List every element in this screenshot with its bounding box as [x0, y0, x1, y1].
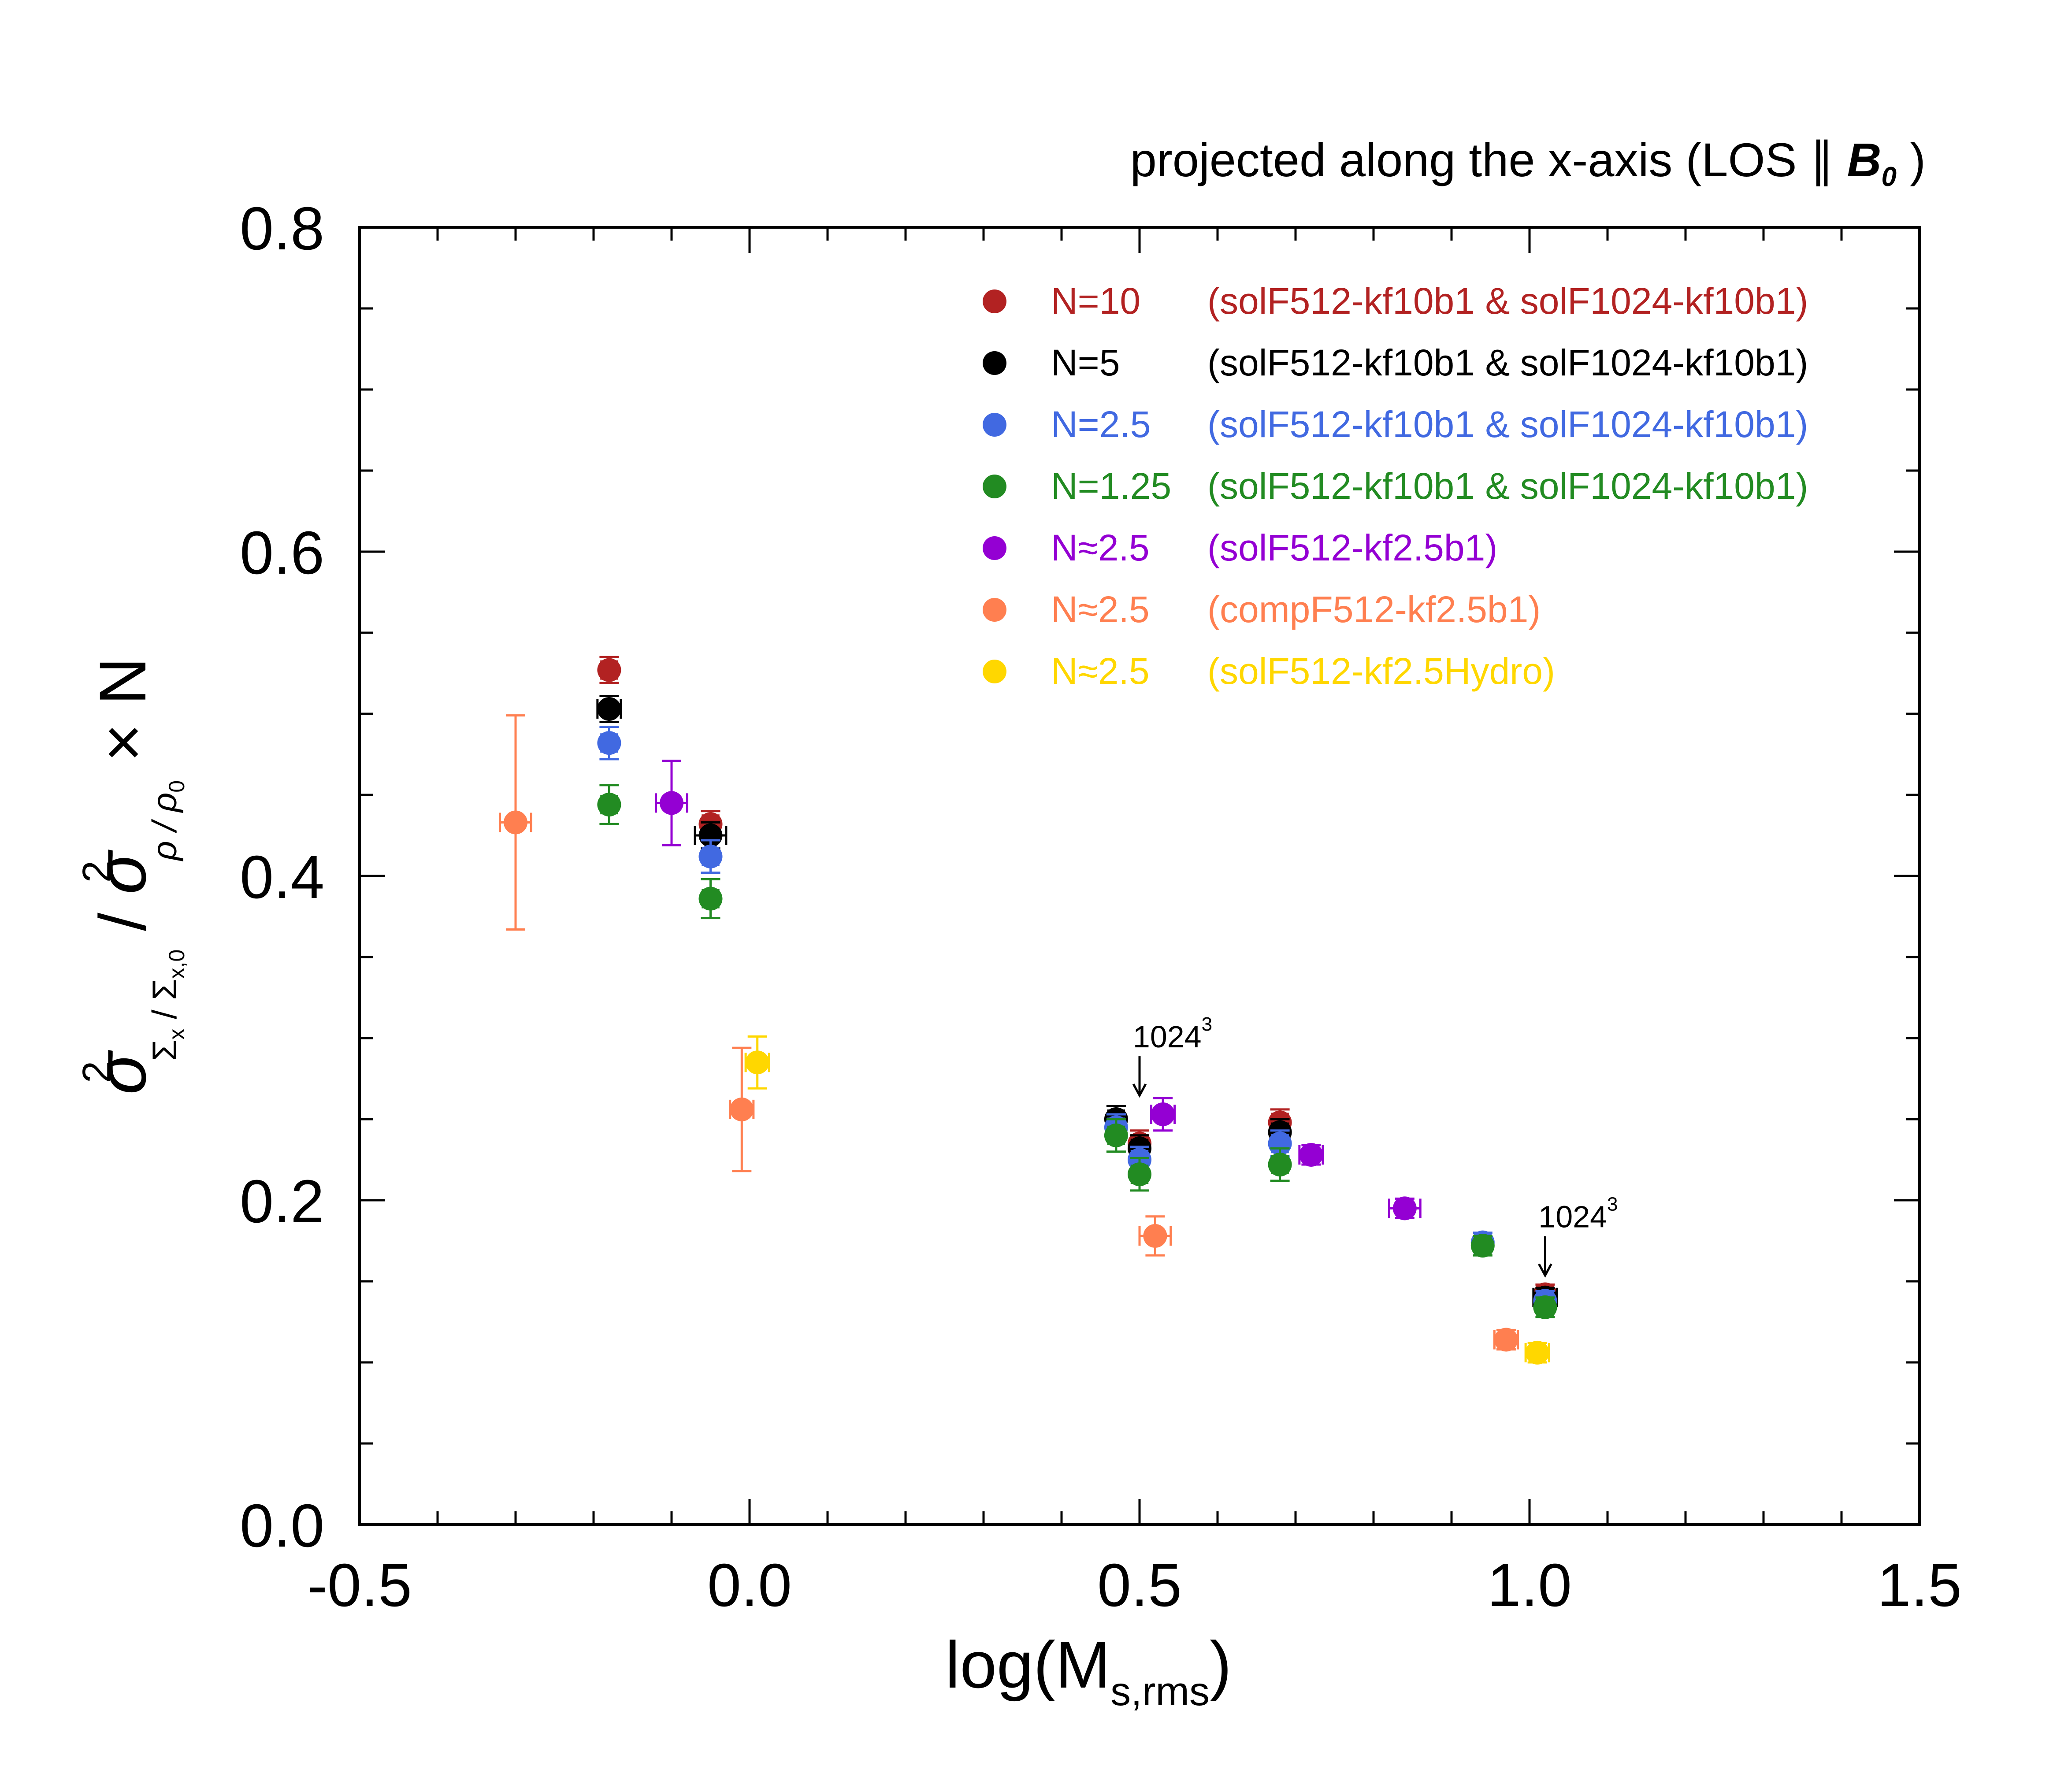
x-tick-label: 0.0 [707, 1551, 792, 1619]
data-point [1470, 1234, 1495, 1258]
data-point [1104, 1123, 1128, 1147]
data-point [504, 810, 527, 835]
legend-name: N=10 [1051, 280, 1140, 322]
y-tick-label: 0.0 [240, 1492, 324, 1560]
annotation: 10243 [1132, 1013, 1212, 1098]
svg-text:10243: 10243 [1538, 1194, 1618, 1234]
legend-marker [983, 536, 1006, 560]
data-point [1299, 1143, 1323, 1167]
x-tick-label: 1.0 [1487, 1551, 1572, 1619]
data-point [1525, 1340, 1549, 1365]
legend-item: N=2.5 (solF512-kf10b1 & solF1024-kf10b1) [983, 404, 1808, 445]
legend-marker [983, 351, 1006, 375]
legend-marker [983, 598, 1006, 622]
data-point [730, 1097, 754, 1121]
x-tick-label: -0.5 [307, 1551, 412, 1619]
legend-name: N≈2.5 [1051, 589, 1150, 630]
legend-description: (solF512-kf2.5b1) [1207, 527, 1497, 568]
data-point [1268, 1153, 1292, 1177]
legend-description: (compF512-kf2.5b1) [1207, 589, 1541, 630]
legend-item: N=10 (solF512-kf10b1 & solF1024-kf10b1) [983, 280, 1808, 322]
svg-text:10243: 10243 [1133, 1013, 1212, 1054]
x-axis-title: log(Ms,rms) [945, 1628, 1232, 1714]
legend-marker [983, 660, 1006, 683]
data-point [1533, 1295, 1557, 1319]
annotations: 10243 10243 [1132, 1013, 1618, 1278]
series-5 [499, 714, 1519, 1352]
y-tick-label: 0.6 [240, 519, 324, 587]
x-tick-label: 0.5 [1097, 1551, 1182, 1619]
data-point [1494, 1328, 1518, 1352]
x-tick-label: 1.5 [1877, 1551, 1962, 1619]
legend-description: (solF512-kf10b1 & solF1024-kf10b1) [1207, 280, 1808, 322]
series-4 [655, 760, 1422, 1221]
chart-title: projected along the x-axis (LOS ∥ B0 ) [1130, 133, 1926, 192]
y-axis-title: σ2Σx / Σx,0 / σ2ρ / ρ0 × N [75, 657, 189, 1095]
data-point [597, 658, 621, 682]
data-point [597, 731, 621, 755]
tick-labels: -0.5 0.0 0.5 1.0 1.50.00.20.40.60.8 [240, 195, 1962, 1619]
legend-description: (solF512-kf10b1 & solF1024-kf10b1) [1207, 404, 1808, 445]
y-tick-label: 0.2 [240, 1168, 324, 1235]
legend-item: N≈2.5 (compF512-kf2.5b1) [983, 589, 1541, 630]
legend-description: (solF512-kf10b1 & solF1024-kf10b1) [1207, 465, 1808, 507]
data-point [660, 791, 683, 815]
data-point [1128, 1162, 1151, 1187]
legend-item: N≈2.5 (solF512-kf2.5b1) [983, 527, 1497, 568]
data-point [597, 697, 621, 721]
data-point [597, 793, 621, 817]
legend-name: N=2.5 [1051, 404, 1151, 445]
legend-name: N≈2.5 [1051, 527, 1150, 568]
legend-marker [983, 413, 1006, 437]
axis-ticks [358, 226, 1921, 1526]
legend-marker [983, 289, 1006, 313]
data-point [698, 844, 723, 868]
legend-name: N=1.25 [1051, 465, 1171, 507]
legend-item: N=5 (solF512-kf10b1 & solF1024-kf10b1) [983, 342, 1808, 383]
data-series [499, 656, 1558, 1365]
legend-item: N≈2.5 (solF512-kf2.5Hydro) [983, 650, 1555, 692]
legend-description: (solF512-kf10b1 & solF1024-kf10b1) [1207, 342, 1808, 383]
legend-name: N≈2.5 [1051, 650, 1150, 692]
annotation: 10243 [1538, 1194, 1618, 1278]
data-point [1143, 1224, 1167, 1248]
data-point [1392, 1196, 1417, 1221]
legend-marker [983, 475, 1006, 498]
y-tick-label: 0.8 [240, 195, 324, 263]
legend-name: N=5 [1051, 342, 1120, 383]
y-tick-label: 0.4 [240, 843, 324, 911]
legend-item: N=1.25 (solF512-kf10b1 & solF1024-kf10b1) [983, 465, 1808, 507]
legend-description: (solF512-kf2.5Hydro) [1207, 650, 1555, 692]
series-6 [744, 1035, 1550, 1365]
data-point [698, 887, 723, 911]
data-point [745, 1050, 769, 1075]
data-point [1151, 1102, 1175, 1126]
series-2 [597, 725, 1557, 1313]
legend: N=10 (solF512-kf10b1 & solF1024-kf10b1)N=… [983, 280, 1808, 692]
series-3 [597, 784, 1557, 1319]
